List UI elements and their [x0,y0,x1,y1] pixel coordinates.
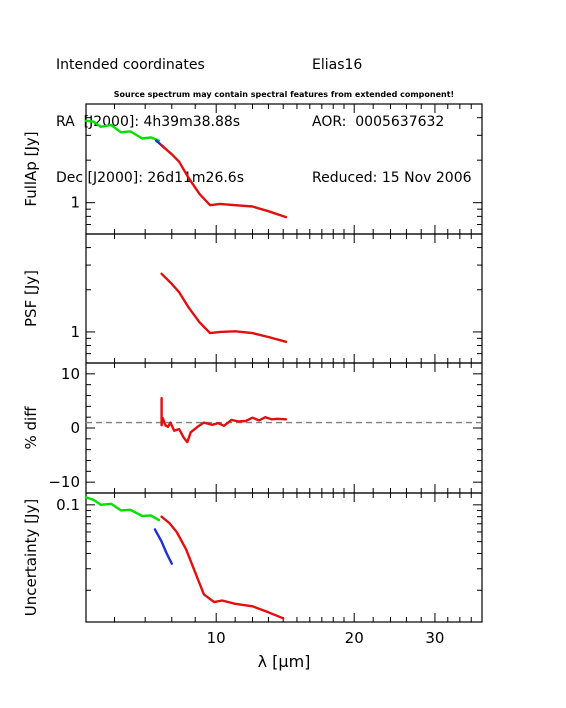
y-tick-label: 10 [61,365,80,383]
panel-frame [85,233,483,364]
y-axis-label: Uncertainty [Jy] [22,499,40,616]
series-line-overlap [153,528,174,565]
series-line-sl1 [160,144,288,219]
header-right: Elias16 AOR: 0005637632 Reduced: 15 Nov … [312,20,472,208]
y-axis-label: PSF [Jy] [22,270,40,327]
y-tick-label: 0 [70,419,80,437]
y-tick-label: −10 [48,473,80,491]
series-line-sl2 [84,119,161,142]
y-tick-label: 1 [70,194,80,212]
series-line-sl1 [160,397,288,444]
aor-value: AOR: 0005637632 [312,113,445,130]
panel-frame [85,103,483,235]
y-axis-label: % diff [22,406,40,450]
x-axis-label: λ [μm] [258,652,311,671]
y-tick-label: 0.1 [56,496,80,514]
panel-psf: 1 PSF [Jy] [22,233,483,364]
panel-frame [85,492,483,623]
series-line-sl1 [160,272,288,343]
series-line-sl1 [160,515,285,620]
object-name: Elias16 [312,57,363,73]
panel-uncertainty: 0.1 Uncertainty [Jy] [22,492,483,623]
y-tick-label: 1 [70,323,80,341]
x-tick-label: 30 [425,629,444,647]
x-tick-label: 20 [345,629,364,647]
reduced-date: Reduced: 15 Nov 2006 [312,170,472,186]
panel-fullap: 1 FullAp [Jy] [22,103,483,235]
series-line-sl2 [84,496,161,522]
y-axis-label: FullAp [Jy] [22,131,40,206]
header-left: Intended coordinates RA [J2000]: 4h39m38… [56,20,244,208]
coords-title: Intended coordinates [56,57,205,73]
panel-diff: 10 0 −10 % diff [22,362,483,494]
extended-component-note: Source spectrum may contain spectral fea… [113,90,455,99]
panel-frame [85,362,483,494]
x-tick-label: 10 [207,629,226,647]
dec-value: Dec [J2000]: 26d11m26.6s [56,170,245,186]
